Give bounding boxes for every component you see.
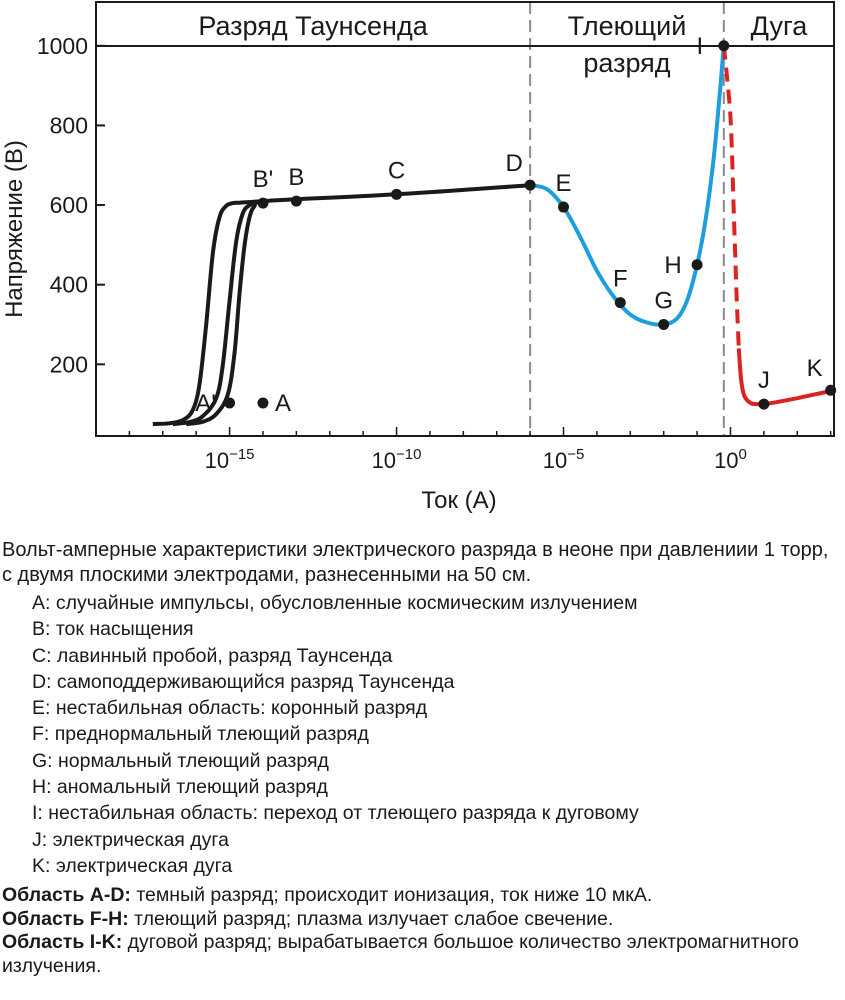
region-a-d: Область A-D: темный разряд; происходит и… bbox=[2, 884, 842, 908]
series-line-3 bbox=[529, 45, 726, 327]
y-tick-label-4: 1000 bbox=[37, 33, 88, 59]
point-label-8: G bbox=[654, 288, 673, 315]
region-labels: Разряд Таунсенда Тлеющий разряд Дуга bbox=[198, 11, 808, 78]
point-7 bbox=[614, 297, 626, 309]
point-labels: A'AB'BCDEFGHIJK bbox=[195, 33, 822, 417]
point-4 bbox=[391, 188, 403, 200]
x-axis-title: Ток (А) bbox=[421, 487, 496, 514]
point-label-3: B bbox=[288, 164, 304, 191]
y-tick-label-1: 400 bbox=[50, 272, 88, 298]
region-label-2: Дуга bbox=[751, 11, 809, 41]
caption-item-d: D: самоподдерживающийся разряд Таунсенда bbox=[32, 670, 455, 693]
x-tick-label-3: 100 bbox=[714, 446, 747, 473]
caption-item-b: B: ток насыщения bbox=[32, 618, 194, 641]
x-tick-exponent: 0 bbox=[739, 446, 747, 463]
region-f-h-text: тлеющий разряд; плазма излучает слабое с… bbox=[128, 907, 614, 930]
point-label-12: K bbox=[807, 355, 823, 382]
point-label-7: F bbox=[613, 266, 628, 293]
point-0 bbox=[224, 397, 236, 409]
caption-item-c: C: лавинный пробой, разряд Таунсенда bbox=[32, 644, 393, 667]
point-label-1: A bbox=[275, 390, 291, 417]
y-axis-title: Напряжение (В) bbox=[1, 140, 28, 318]
caption-item-g: G: нормальный тлеющий разряд bbox=[32, 749, 329, 772]
point-5 bbox=[524, 179, 536, 191]
point-label-9: H bbox=[664, 252, 681, 279]
x-tick-base: 10 bbox=[372, 448, 396, 473]
point-6 bbox=[558, 201, 570, 213]
point-11 bbox=[758, 398, 770, 410]
caption-list: A: случайные импульсы, обусловленные кос… bbox=[2, 590, 842, 879]
series-line-1 bbox=[172, 199, 264, 427]
caption-item-f: F: преднормальный тлеющий разряд bbox=[32, 723, 369, 746]
caption-item-e: E: нестабильная область: коронный разряд bbox=[32, 697, 428, 720]
region-f-h-term: Область F-H: bbox=[2, 907, 129, 930]
point-9 bbox=[691, 259, 703, 271]
point-3 bbox=[290, 195, 302, 207]
region-a-d-text: темный разряд; происходит ионизация, ток… bbox=[130, 884, 653, 907]
caption-item-i: I: нестабильная область: переход от тлею… bbox=[32, 802, 639, 825]
point-label-5: D bbox=[505, 150, 522, 177]
x-tick-exponent: −15 bbox=[229, 446, 254, 463]
point-2 bbox=[257, 197, 269, 209]
region-i-k: Область I-K: дуговой разряд; вырабатывае… bbox=[2, 931, 842, 978]
x-tick-exponent: −10 bbox=[396, 446, 421, 463]
region-i-k-text: дуговой разряд; вырабатывается большое к… bbox=[2, 931, 799, 977]
series-line-0 bbox=[152, 199, 264, 427]
region-label-0: Разряд Таунсенда bbox=[198, 11, 428, 41]
x-tick-base: 10 bbox=[543, 448, 567, 473]
x-tick-base: 10 bbox=[205, 448, 229, 473]
x-tick-label-0: 10−15 bbox=[205, 446, 255, 473]
y-tick-label-2: 600 bbox=[50, 192, 88, 218]
point-label-2: B' bbox=[253, 166, 274, 193]
point-1 bbox=[257, 397, 269, 409]
caption-item-j: J: электрическая дуга bbox=[32, 828, 229, 851]
point-label-6: E bbox=[556, 170, 572, 197]
point-label-11: J bbox=[758, 367, 770, 394]
region-f-h: Область F-H: тлеющий разряд; плазма излу… bbox=[2, 908, 842, 932]
series-line-2 bbox=[185, 183, 531, 427]
chart: A'AB'BCDEFGHIJK 200400600800100010−1510−… bbox=[1, 1, 837, 514]
region-a-d-term: Область A-D: bbox=[2, 884, 131, 907]
series-line-4 bbox=[721, 45, 741, 349]
caption-intro: Вольт-амперные характеристики электричес… bbox=[2, 539, 829, 586]
region-i-k-term: Область I-K: bbox=[2, 931, 123, 954]
caption: Вольт-амперные характеристики электричес… bbox=[2, 538, 842, 978]
point-label-0: A' bbox=[195, 390, 216, 417]
y-tick-label-0: 200 bbox=[50, 351, 88, 377]
boundary-lines bbox=[529, 2, 725, 436]
region-label-1: Тлеющий bbox=[568, 11, 687, 41]
point-8 bbox=[658, 319, 670, 331]
x-tick-label-2: 10−5 bbox=[543, 446, 585, 473]
plot-frame bbox=[95, 1, 835, 437]
caption-item-h: H: аномальный тлеющий разряд bbox=[32, 776, 328, 799]
y-tick-label-3: 800 bbox=[50, 112, 88, 138]
caption-item-k: K: электрическая дуга bbox=[32, 854, 233, 877]
x-tick-base: 10 bbox=[714, 448, 738, 473]
x-tick-exponent: −5 bbox=[567, 446, 584, 463]
caption-item-a: A: случайные импульсы, обусловленные кос… bbox=[32, 592, 638, 614]
point-label-4: C bbox=[388, 157, 405, 184]
x-tick-label-1: 10−10 bbox=[372, 446, 422, 473]
series-group bbox=[152, 45, 832, 427]
region-label-1-line2: разряд bbox=[583, 48, 670, 78]
